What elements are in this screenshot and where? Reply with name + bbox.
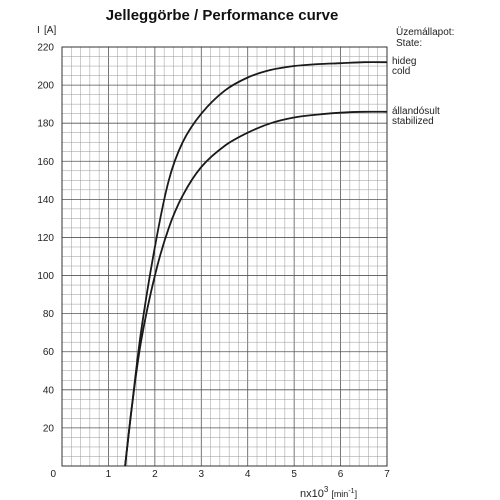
x-tick-label: 6 — [338, 469, 344, 480]
series-label-cold-2: cold — [392, 66, 410, 77]
series-label-stabilized-2: stabilized — [392, 116, 434, 127]
series-label-cold-1: hideg — [392, 56, 416, 67]
y-tick-label: 80 — [43, 309, 55, 320]
y-tick-label: 180 — [37, 119, 54, 130]
y-axis-symbol: I — [37, 25, 40, 36]
y-tick-label: 200 — [37, 81, 54, 92]
y-tick-label: 100 — [37, 271, 54, 282]
chart-grid — [61, 46, 388, 467]
y-axis-unit: [A] — [44, 25, 56, 36]
plot-frame — [61, 46, 388, 467]
series-line-stabilized — [124, 110, 388, 467]
x-tick-label: 3 — [199, 469, 205, 480]
x-axis-label: nx103 [min-1] — [300, 485, 357, 500]
x-tick-label: 5 — [291, 469, 297, 480]
y-tick-label: 120 — [37, 233, 54, 244]
y-tick-labels: 20 40 60 80 100 120 140 160 180 200 220 — [37, 43, 54, 435]
x-tick-label: 7 — [384, 469, 390, 480]
state-note-line-1: Üzemállapot: — [396, 26, 454, 38]
y-tick-label: 60 — [43, 347, 55, 358]
y-tick-label: 140 — [37, 195, 54, 206]
x-axis-label-unit-exponent: -1 — [348, 488, 354, 495]
chart-title: Jelleggörbe / Performance curve — [106, 7, 339, 24]
x-tick-label: 2 — [152, 469, 158, 480]
x-axis-label-unit-close: ] — [355, 489, 358, 499]
series-label-stabilized-1: állandósult — [392, 106, 440, 117]
state-note-line-2: State: — [396, 38, 422, 49]
x-tick-label: 1 — [106, 469, 112, 480]
x-axis-label-exponent: 3 — [324, 485, 329, 494]
y-tick-label: 20 — [43, 423, 55, 434]
x-tick-label: 0 — [50, 469, 56, 480]
y-tick-label: 40 — [43, 385, 55, 396]
y-tick-label: 220 — [37, 43, 54, 54]
x-tick-labels: 0 1 2 3 4 5 6 7 — [50, 469, 390, 480]
series-line-cold — [124, 61, 388, 467]
chart-series — [124, 61, 388, 467]
x-axis-label-unit: [min — [331, 489, 348, 499]
y-tick-label: 160 — [37, 157, 54, 168]
x-axis-label-base: nx10 — [300, 488, 324, 500]
x-tick-label: 4 — [245, 469, 251, 480]
